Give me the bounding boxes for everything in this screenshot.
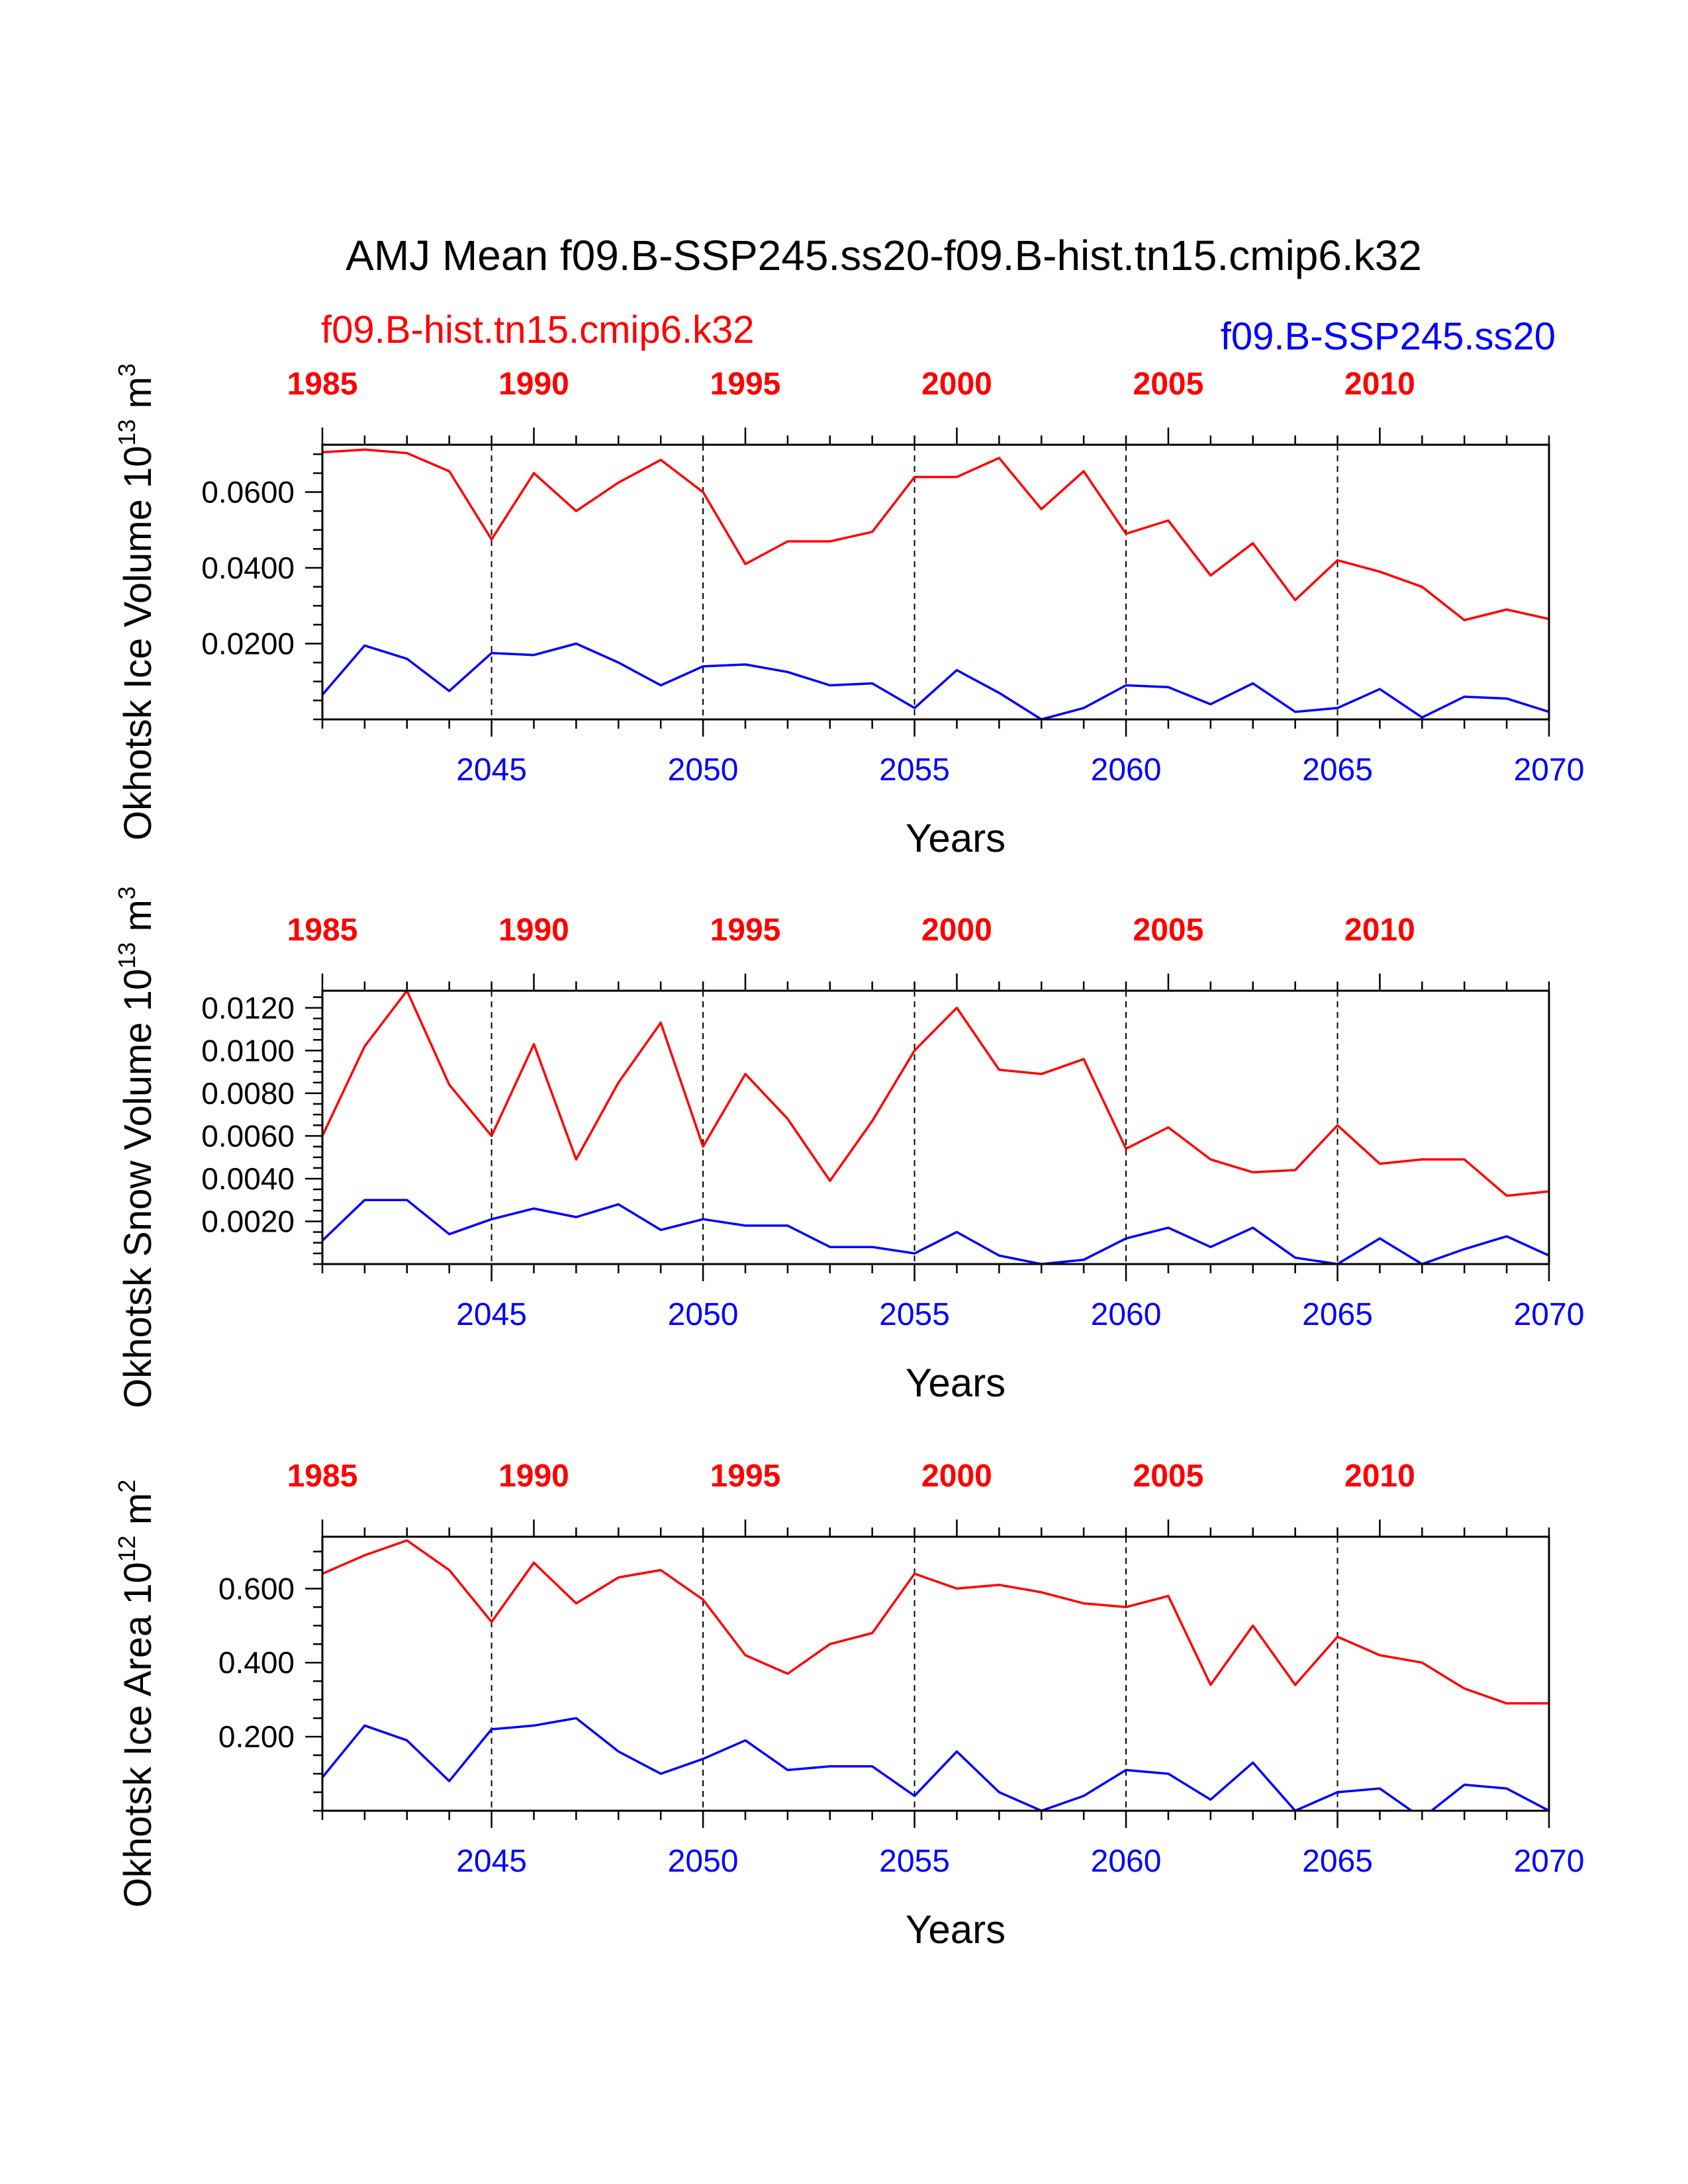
x-bottom-tick-label: 2055: [879, 752, 950, 788]
x-axis-label: Years: [906, 1361, 1006, 1405]
plot-frame: [321, 989, 1550, 1265]
x-bottom-tick-label: 2050: [668, 1297, 739, 1332]
y-axis-label-unit-exponent: 2: [113, 1480, 140, 1493]
x-bottom-tick-label: 2060: [1091, 752, 1162, 788]
x-bottom-tick-label: 2045: [456, 752, 527, 788]
panel-1: 2045 2050 2055 2060 2065 2070 1985 1990 1995 2000…: [113, 363, 1584, 860]
x-top-tick-label: 1985: [287, 913, 358, 948]
x-bottom-tick-label: 2055: [879, 1844, 950, 1879]
x-top-tick-label: 1990: [498, 1459, 569, 1494]
x-top-tick-label: 2000: [921, 1459, 992, 1494]
x-top-tick-label: 1990: [498, 913, 569, 948]
y-axis-label-main: Okhotsk Snow Volume 10: [117, 969, 160, 1408]
x-bottom-tick-label: 2050: [668, 752, 739, 788]
y-axis-label-main: Okhotsk Ice Volume 10: [117, 446, 160, 841]
series-line-ssp: [322, 642, 1549, 719]
x-axis-label: Years: [906, 1907, 1006, 1952]
y-axis-label: Okhotsk Ice Area 1012 m2: [113, 1480, 160, 1908]
y-tick-label: 0.0200: [201, 627, 295, 661]
x-axis-label: Years: [906, 816, 1006, 860]
y-axis-label-unit: m: [117, 1493, 160, 1535]
y-tick-label: 0.0060: [201, 1118, 295, 1153]
series-line-hist: [322, 1539, 1549, 1705]
x-bottom-tick-label: 2070: [1514, 1844, 1585, 1879]
x-top-tick-label: 1995: [710, 1459, 781, 1494]
y-axis-label-exponent: 12: [113, 1535, 140, 1562]
plot-frame: [321, 443, 1550, 721]
x-bottom-tick-label: 2055: [879, 1297, 950, 1332]
x-top-tick-label: 2005: [1133, 1459, 1204, 1494]
y-axis-label-exponent: 13: [113, 419, 140, 445]
x-top-tick-label: 2000: [921, 913, 992, 948]
y-tick-label: 0.0120: [201, 991, 295, 1025]
x-top-tick-label: 2010: [1344, 367, 1415, 402]
x-top-tick-label: 1990: [498, 367, 569, 402]
x-top-tick-label: 1995: [710, 913, 781, 948]
y-axis-label: Okhotsk Ice Volume 1013 m3: [113, 363, 160, 841]
y-axis-label-unit: m: [117, 377, 160, 419]
y-axis-label-exponent: 13: [113, 942, 140, 969]
y-tick-label: 0.200: [218, 1719, 295, 1754]
y-axis-label: Okhotsk Snow Volume 1013 m3: [113, 886, 160, 1408]
x-top-tick-label: 2010: [1344, 913, 1415, 948]
series-line-ssp: [322, 1717, 1549, 1811]
x-bottom-tick-label: 2065: [1302, 752, 1373, 788]
y-axis-label-unit-exponent: 3: [113, 886, 140, 899]
y-tick-label: 0.400: [218, 1645, 295, 1680]
chart-title: AMJ Mean f09.B-SSP245.ss20-f09.B-hist.tn…: [346, 232, 1422, 279]
y-tick-label: 0.0020: [201, 1204, 295, 1238]
x-top-tick-label: 1985: [287, 1459, 358, 1494]
x-bottom-tick-label: 2065: [1302, 1844, 1373, 1879]
y-tick-label: 0.0400: [201, 551, 295, 585]
plot-frame: [321, 1535, 1550, 1812]
series-line-hist: [322, 991, 1549, 1197]
x-top-tick-label: 2005: [1133, 367, 1204, 402]
series-line-hist: [322, 448, 1549, 621]
y-tick-label: 0.600: [218, 1571, 295, 1606]
y-axis-label-unit: m: [117, 899, 160, 942]
y-tick-label: 0.0080: [201, 1076, 295, 1111]
x-bottom-tick-label: 2070: [1514, 752, 1585, 788]
y-axis-label-unit-exponent: 3: [113, 363, 140, 377]
legend-ssp-label: f09.B-SSP245.ss20: [1221, 315, 1556, 358]
x-top-tick-label: 1995: [710, 367, 781, 402]
x-top-tick-label: 2005: [1133, 913, 1204, 948]
x-bottom-tick-label: 2060: [1091, 1297, 1162, 1332]
x-bottom-tick-label: 2045: [456, 1844, 527, 1879]
x-top-tick-label: 2010: [1344, 1459, 1415, 1494]
legend-hist-label: f09.B-hist.tn15.cmip6.k32: [321, 308, 754, 351]
y-tick-label: 0.0040: [201, 1161, 295, 1196]
x-bottom-tick-label: 2070: [1514, 1297, 1585, 1332]
series-line-ssp: [322, 1199, 1549, 1264]
x-bottom-tick-label: 2060: [1091, 1844, 1162, 1879]
x-bottom-tick-label: 2045: [456, 1297, 527, 1332]
panel-2: 2045 2050 2055 2060 2065 2070 1985 1990 1995 2000…: [113, 886, 1584, 1408]
y-tick-label: 0.0600: [201, 475, 295, 510]
panel-3: 2045 2050 2055 2060 2065 2070 1985 1990 1995 2000…: [113, 1459, 1584, 1952]
x-top-tick-label: 2000: [921, 367, 992, 402]
y-axis-label-main: Okhotsk Ice Area 10: [117, 1562, 160, 1907]
y-tick-label: 0.0100: [201, 1033, 295, 1068]
x-bottom-tick-label: 2050: [668, 1844, 739, 1879]
x-bottom-tick-label: 2065: [1302, 1297, 1373, 1332]
x-top-tick-label: 1985: [287, 367, 358, 402]
